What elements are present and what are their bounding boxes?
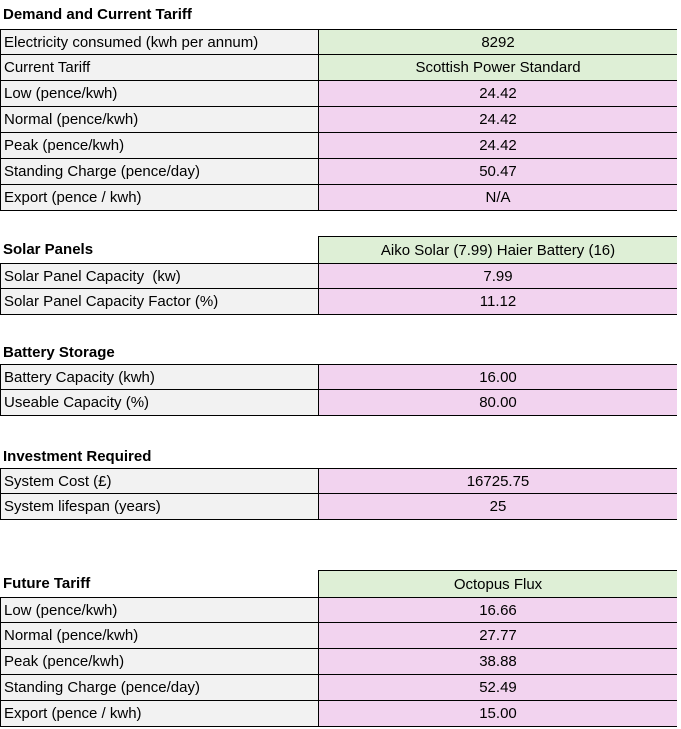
table-row: Current Tariff Scottish Power Standard [0, 55, 678, 81]
future-low-rate-label: Low (pence/kwh) [0, 597, 318, 623]
normal-rate-label: Normal (pence/kwh) [0, 107, 318, 133]
table-row: Solar Panels Aiko Solar (7.99) Haier Bat… [0, 236, 678, 263]
future-standing-charge-label: Standing Charge (pence/day) [0, 675, 318, 701]
table-row: Future Tariff Octopus Flux [0, 570, 678, 597]
table-row: Normal (pence/kwh) 27.77 [0, 623, 678, 649]
table-row: Electricity consumed (kwh per annum) 829… [0, 29, 678, 55]
standing-charge-value[interactable]: 50.47 [318, 159, 677, 185]
table-row: Solar Panel Capacity Factor (%) 11.12 [0, 289, 678, 315]
future-normal-rate-label: Normal (pence/kwh) [0, 623, 318, 649]
table-row: Export (pence / kwh) N/A [0, 185, 678, 211]
low-rate-label: Low (pence/kwh) [0, 81, 318, 107]
electricity-consumed-value[interactable]: 8292 [318, 29, 677, 55]
table-row: Export (pence / kwh) 15.00 [0, 701, 678, 727]
future-export-rate-label: Export (pence / kwh) [0, 701, 318, 727]
table-row: Peak (pence/kwh) 38.88 [0, 649, 678, 675]
section-battery-storage: Battery Storage Battery Capacity (kwh) 1… [0, 341, 678, 416]
table-row: Useable Capacity (%) 80.00 [0, 390, 678, 416]
solar-capacity-factor-label: Solar Panel Capacity Factor (%) [0, 289, 318, 315]
current-tariff-value[interactable]: Scottish Power Standard [318, 55, 677, 81]
section-future-tariff: Future Tariff Octopus Flux Low (pence/kw… [0, 570, 678, 727]
table-row: Peak (pence/kwh) 24.42 [0, 133, 678, 159]
normal-rate-value[interactable]: 24.42 [318, 107, 677, 133]
section-title-solar-panels: Solar Panels [3, 241, 94, 258]
table-row: Low (pence/kwh) 24.42 [0, 81, 678, 107]
system-cost-value[interactable]: 16725.75 [318, 468, 677, 494]
peak-rate-label: Peak (pence/kwh) [0, 133, 318, 159]
system-lifespan-label: System lifespan (years) [0, 494, 318, 520]
table-row: Battery Capacity (kwh) 16.00 [0, 364, 678, 390]
system-cost-label: System Cost (£) [0, 468, 318, 494]
future-peak-rate-label: Peak (pence/kwh) [0, 649, 318, 675]
future-standing-charge-value[interactable]: 52.49 [318, 675, 677, 701]
system-lifespan-value[interactable]: 25 [318, 494, 677, 520]
table-row: System lifespan (years) 25 [0, 494, 678, 520]
solar-panel-capacity-label: Solar Panel Capacity (kw) [0, 263, 318, 289]
useable-capacity-label: Useable Capacity (%) [0, 390, 318, 416]
table-row: System Cost (£) 16725.75 [0, 468, 678, 494]
peak-rate-value[interactable]: 24.42 [318, 133, 677, 159]
useable-capacity-value[interactable]: 80.00 [318, 390, 677, 416]
section-title-investment: Investment Required [3, 447, 152, 465]
solar-capacity-factor-value[interactable]: 11.12 [318, 289, 677, 315]
section-title-demand: Demand and Current Tariff [3, 6, 192, 23]
export-rate-label: Export (pence / kwh) [0, 185, 318, 211]
future-low-rate-value[interactable]: 16.66 [318, 597, 677, 623]
future-tariff-selection-value[interactable]: Octopus Flux [318, 570, 677, 597]
table-row: Solar Panel Capacity (kw) 7.99 [0, 263, 678, 289]
section-demand-current-tariff: Demand and Current Tariff Electricity co… [0, 0, 678, 211]
section-solar-panels: Solar Panels Aiko Solar (7.99) Haier Bat… [0, 236, 678, 315]
table-row: Low (pence/kwh) 16.66 [0, 597, 678, 623]
standing-charge-label: Standing Charge (pence/day) [0, 159, 318, 185]
solar-system-selection-value[interactable]: Aiko Solar (7.99) Haier Battery (16) [318, 236, 677, 263]
current-tariff-label: Current Tariff [0, 55, 318, 81]
future-normal-rate-value[interactable]: 27.77 [318, 623, 677, 649]
section-title-future-tariff: Future Tariff [3, 575, 91, 592]
table-row: Standing Charge (pence/day) 52.49 [0, 675, 678, 701]
table-row: Normal (pence/kwh) 24.42 [0, 107, 678, 133]
low-rate-value[interactable]: 24.42 [318, 81, 677, 107]
section-title-battery-storage: Battery Storage [3, 344, 115, 361]
section-investment-required: Investment Required System Cost (£) 1672… [0, 444, 678, 520]
table-row: Standing Charge (pence/day) 50.47 [0, 159, 678, 185]
battery-capacity-value[interactable]: 16.00 [318, 364, 677, 390]
solar-panel-capacity-value[interactable]: 7.99 [318, 263, 677, 289]
export-rate-value[interactable]: N/A [318, 185, 677, 211]
future-peak-rate-value[interactable]: 38.88 [318, 649, 677, 675]
future-export-rate-value[interactable]: 15.00 [318, 701, 677, 727]
battery-capacity-label: Battery Capacity (kwh) [0, 364, 318, 390]
electricity-consumed-label: Electricity consumed (kwh per annum) [0, 29, 318, 55]
